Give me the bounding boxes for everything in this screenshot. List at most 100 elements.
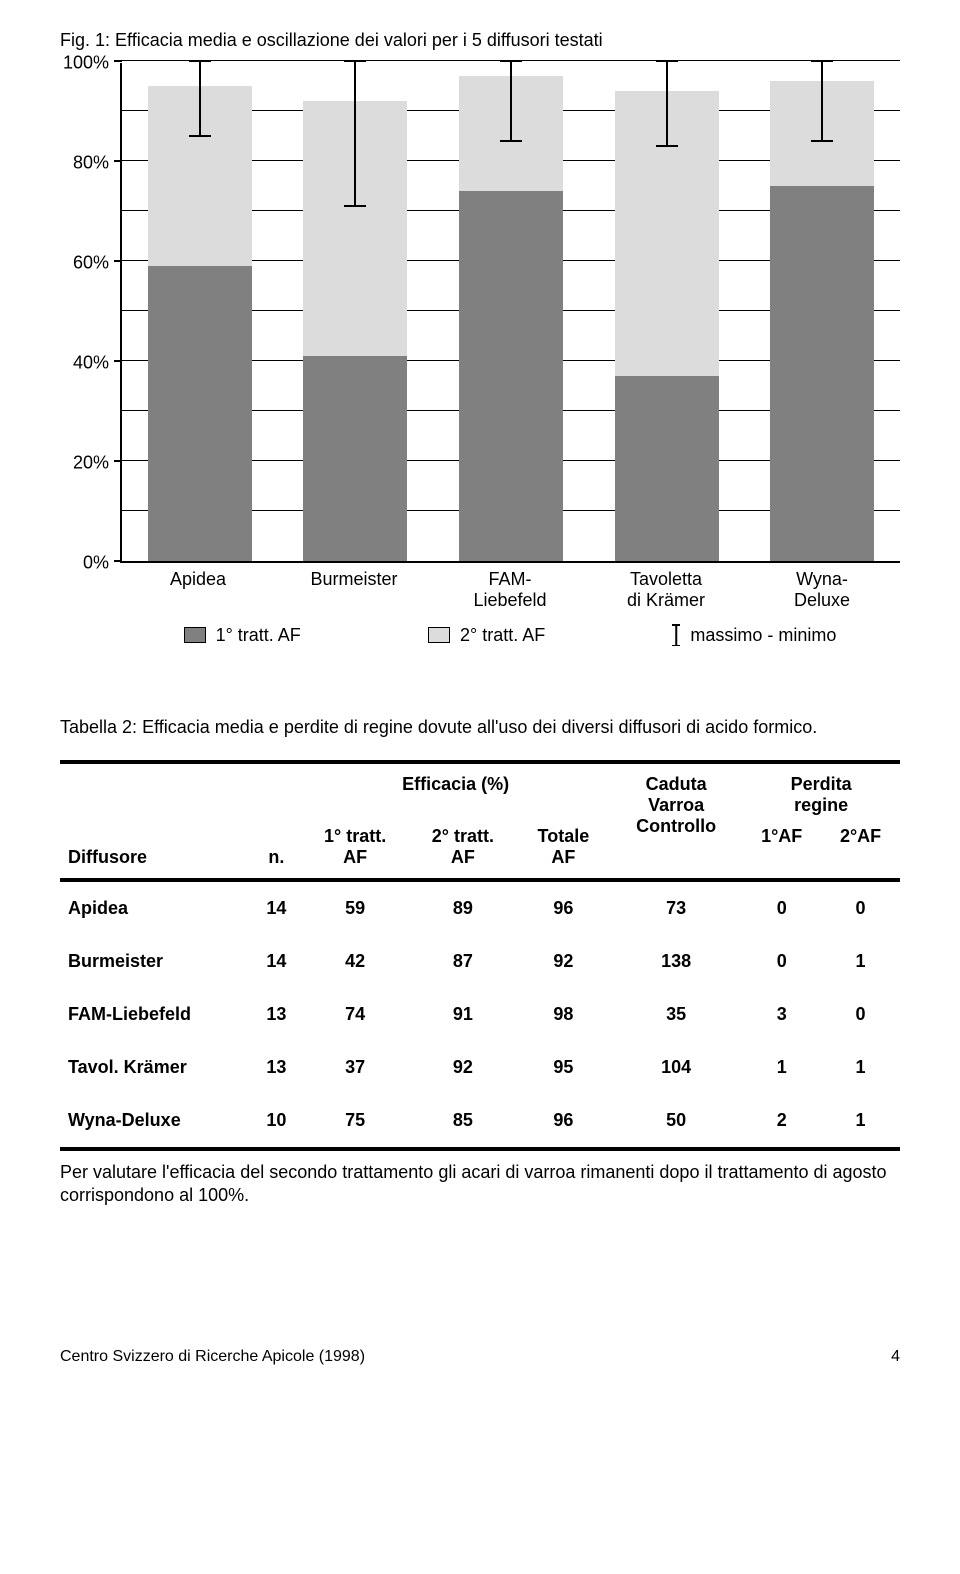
legend-error-icon [672, 624, 680, 646]
legend-swatch [428, 627, 450, 643]
error-bar-line [821, 61, 823, 141]
y-tick [114, 160, 122, 162]
table-row: Apidea145989967300 [60, 880, 900, 935]
cell-t1: 37 [301, 1041, 409, 1094]
table-footnote: Per valutare l'efficacia del secondo tra… [60, 1161, 900, 1208]
table-row: Wyna-Deluxe107585965021 [60, 1094, 900, 1149]
cell-p1: 3 [742, 988, 821, 1041]
cell-t2: 91 [409, 988, 517, 1041]
col-efficacia: Efficacia (%) [301, 762, 610, 826]
footer-left: Centro Svizzero di Ricerche Apicole (199… [60, 1348, 365, 1366]
x-axis-label: FAM-Liebefeld [458, 569, 562, 610]
chart-legend: 1° tratt. AF2° tratt. AFmassimo - minimo [120, 624, 900, 646]
cell-p1: 0 [742, 880, 821, 935]
efficacy-table: Diffusore n. Efficacia (%) CadutaVarroaC… [60, 760, 900, 1151]
cell-diffusore: Burmeister [60, 935, 252, 988]
figure-title: Fig. 1: Efficacia media e oscillazione d… [60, 30, 900, 51]
cell-caduta: 35 [610, 988, 742, 1041]
bar-segment-1 [615, 376, 719, 561]
error-bar-line [510, 61, 512, 141]
error-bar-cap-bottom [189, 135, 211, 137]
cell-caduta: 50 [610, 1094, 742, 1149]
col-t1: 1° tratt.AF [301, 826, 409, 880]
error-bar-cap-top [811, 60, 833, 62]
cell-t2: 89 [409, 880, 517, 935]
table-header-row-1: Diffusore n. Efficacia (%) CadutaVarroaC… [60, 762, 900, 826]
table-caption: Tabella 2: Efficacia media e perdite di … [142, 716, 900, 739]
legend-swatch [184, 627, 206, 643]
cell-t2: 87 [409, 935, 517, 988]
cell-caduta: 104 [610, 1041, 742, 1094]
error-bar-cap-bottom [656, 145, 678, 147]
bar-stack [459, 76, 563, 561]
cell-caduta: 73 [610, 880, 742, 935]
cell-p2: 0 [821, 988, 900, 1041]
col-tot: TotaleAF [517, 826, 610, 880]
table-caption-text: Efficacia media e perdite di regine dovu… [142, 717, 817, 737]
legend-label: 1° tratt. AF [216, 625, 301, 646]
y-axis-label: 20% [73, 453, 109, 474]
error-bar-line [354, 61, 356, 206]
bar-group [148, 63, 252, 561]
bar-stack [615, 91, 719, 561]
cell-p2: 1 [821, 1041, 900, 1094]
cell-p1: 2 [742, 1094, 821, 1149]
x-axis-label: Apidea [146, 569, 250, 610]
cell-caduta: 138 [610, 935, 742, 988]
error-bar-cap-top [344, 60, 366, 62]
page-footer: Centro Svizzero di Ricerche Apicole (199… [60, 1348, 900, 1366]
y-axis-label: 40% [73, 353, 109, 374]
bar-group [303, 63, 407, 561]
y-axis-label: 100% [63, 53, 109, 74]
table-caption-prefix: Tabella 2: [60, 717, 137, 737]
table-body: Apidea145989967300Burmeister144287921380… [60, 880, 900, 1149]
cell-tot: 96 [517, 880, 610, 935]
y-axis-label: 80% [73, 153, 109, 174]
table-row: Tavol. Krämer1337929510411 [60, 1041, 900, 1094]
bar-group [459, 63, 563, 561]
cell-n: 13 [252, 1041, 302, 1094]
error-bar-cap-bottom [811, 140, 833, 142]
col-perdita: Perditaregine [742, 762, 900, 826]
cell-p2: 1 [821, 1094, 900, 1149]
legend-item: massimo - minimo [672, 624, 836, 646]
col-n: n. [252, 762, 302, 880]
y-axis-labels: 0%20%40%60%80%100% [60, 63, 115, 563]
cell-t1: 74 [301, 988, 409, 1041]
error-bar-cap-bottom [344, 205, 366, 207]
cell-t2: 85 [409, 1094, 517, 1149]
cell-n: 14 [252, 935, 302, 988]
chart-plot [120, 63, 900, 563]
cell-p1: 1 [742, 1041, 821, 1094]
y-tick [114, 60, 122, 62]
table-row: Burmeister1442879213801 [60, 935, 900, 988]
cell-p2: 1 [821, 935, 900, 988]
legend-item: 1° tratt. AF [184, 624, 301, 646]
bar-segment-1 [770, 186, 874, 561]
cell-diffusore: Tavol. Krämer [60, 1041, 252, 1094]
y-tick [114, 560, 122, 562]
bar-segment-1 [303, 356, 407, 561]
y-tick [114, 360, 122, 362]
cell-t1: 59 [301, 880, 409, 935]
cell-tot: 95 [517, 1041, 610, 1094]
error-bar-cap-bottom [500, 140, 522, 142]
bar-segment-1 [148, 266, 252, 561]
col-af2: 2°AF [821, 826, 900, 880]
bars-container [122, 63, 900, 561]
error-bar-line [199, 61, 201, 136]
cell-t1: 42 [301, 935, 409, 988]
y-tick [114, 260, 122, 262]
x-axis-label: Tavolettadi Krämer [614, 569, 718, 610]
chart-area: 0%20%40%60%80%100% [120, 63, 900, 563]
x-axis-label: Burmeister [302, 569, 406, 610]
footer-page-number: 4 [891, 1348, 900, 1366]
bar-stack [148, 86, 252, 561]
col-caduta: CadutaVarroaControllo [610, 762, 742, 880]
error-bar-cap-top [189, 60, 211, 62]
y-axis-label: 0% [83, 553, 109, 574]
cell-diffusore: Apidea [60, 880, 252, 935]
cell-diffusore: Wyna-Deluxe [60, 1094, 252, 1149]
bar-group [615, 63, 719, 561]
cell-n: 14 [252, 880, 302, 935]
